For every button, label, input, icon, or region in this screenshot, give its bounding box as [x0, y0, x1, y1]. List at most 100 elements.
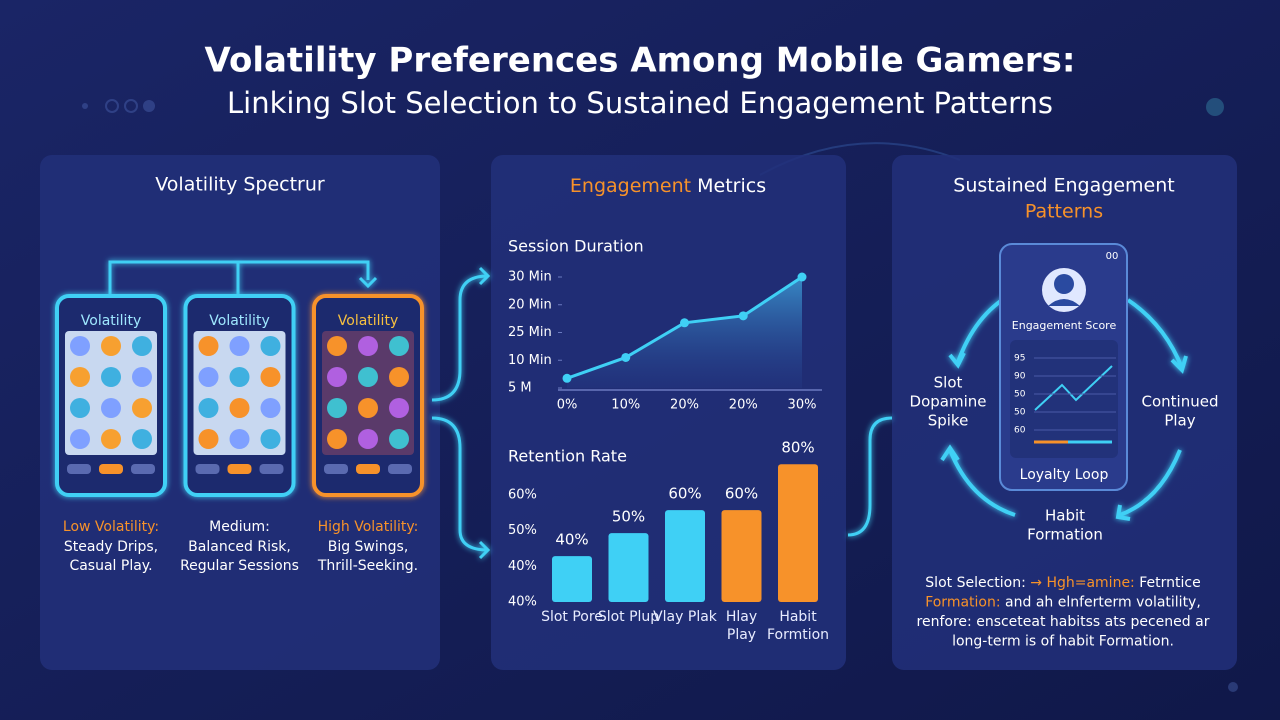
- x-tick-label: 20%: [729, 398, 758, 413]
- slot-icon: [70, 336, 90, 356]
- screen-line: [1034, 365, 1113, 411]
- bar: [721, 510, 762, 602]
- bar: [778, 464, 818, 602]
- summary-line: Formation: and ah elnferterm volatility,: [925, 595, 1201, 611]
- loop-label: Dopamine: [910, 393, 987, 411]
- bar: [608, 533, 649, 602]
- panel-title: Sustained Engagement: [953, 175, 1174, 197]
- slot-icon: [70, 398, 90, 418]
- avatar: [1048, 299, 1080, 306]
- title-rest: Metrics: [691, 175, 766, 197]
- y-tick-label: 30 Min: [508, 270, 552, 285]
- phone-label: Volatility: [209, 313, 269, 329]
- phone-button: [324, 464, 348, 474]
- panel-title-highlight: Patterns: [1025, 201, 1103, 223]
- summary-segment: Formation:: [925, 595, 1000, 611]
- slot-icon: [70, 429, 90, 449]
- phone-button: [131, 464, 155, 474]
- value-label: 80%: [781, 439, 814, 457]
- summary-segment: Slot Selection:: [925, 575, 1030, 591]
- point: [680, 318, 689, 328]
- x-tick-label: Vlay Plak: [653, 609, 717, 625]
- slot-icon: [101, 398, 121, 418]
- point: [621, 352, 631, 362]
- slot-icon: [229, 398, 250, 418]
- x-tick-label: 30%: [788, 398, 817, 413]
- y-label: 50%: [508, 523, 537, 538]
- screen-title: Engagement Score: [1012, 319, 1117, 332]
- screen-number: 90: [1014, 372, 1026, 382]
- slot-icon: [260, 367, 281, 387]
- x-tick-label: Slot Pore: [541, 609, 603, 625]
- point: [562, 373, 572, 383]
- slot-icon: [198, 336, 219, 356]
- slot-icon: [389, 367, 409, 387]
- slot-icon: [358, 367, 378, 387]
- summary-segment: → Hgh=amine:: [1030, 575, 1135, 591]
- value-label: 40%: [555, 531, 588, 549]
- slot-icon: [132, 429, 152, 449]
- summary-line: Slot Selection: → Hgh=amine: Fetrntice: [925, 575, 1200, 591]
- summary-line: long-term is of habit Formation.: [952, 634, 1174, 650]
- phone-button: [99, 464, 123, 474]
- slot-icon: [70, 367, 90, 387]
- x-tick-label: 10%: [611, 398, 640, 413]
- x-tick-label: Hlay Play: [725, 609, 758, 643]
- screen-number: 50: [1014, 408, 1026, 418]
- caption-line: Thrill-Seeking.: [317, 558, 418, 574]
- caption-heading: Medium:: [209, 519, 270, 535]
- slot-icon: [132, 336, 152, 356]
- value-label: 60%: [725, 485, 758, 503]
- chart-title: Session Duration: [508, 237, 644, 256]
- loop-label: Loyalty Loop: [1020, 467, 1109, 483]
- loop-label: Play: [1164, 412, 1195, 430]
- loop-arrows: [940, 293, 1188, 521]
- loop-label: Habit: [1045, 507, 1085, 525]
- y-label: 60%: [508, 488, 537, 503]
- caption-line: Balanced Risk,: [188, 539, 291, 555]
- y-tick-label: 5 M: [508, 381, 532, 396]
- slot-icon: [260, 336, 281, 356]
- phone-label: Volatility: [81, 313, 141, 329]
- x-tick-label: 0%: [557, 398, 578, 413]
- slot-icon: [229, 429, 250, 449]
- summary-segment: Fetrntice: [1135, 575, 1201, 591]
- bar: [665, 510, 705, 602]
- slot-icon: [327, 367, 347, 387]
- point: [797, 272, 807, 282]
- phone-button: [259, 464, 284, 474]
- slot-icon: [101, 367, 121, 387]
- slot-icon: [389, 336, 409, 356]
- screen-chart: [1010, 340, 1118, 458]
- caption-heading: High Volatility:: [318, 519, 419, 535]
- slot-icon: [229, 336, 250, 356]
- slot-icon: [132, 367, 152, 387]
- caption-line: Casual Play.: [69, 558, 152, 574]
- loop-label: Continued: [1142, 393, 1219, 411]
- caption-line: Regular Sessions: [180, 558, 299, 574]
- phone-button: [356, 464, 380, 474]
- slot-icon: [101, 336, 121, 356]
- y-tick-label: 10 Min: [508, 353, 552, 368]
- slot-icon: [358, 398, 378, 418]
- slot-icon: [198, 429, 219, 449]
- caption-line: Big Swings,: [328, 539, 409, 555]
- x-tick-label: 20%: [670, 398, 699, 413]
- slot-icon: [198, 367, 219, 387]
- value-label: 50%: [612, 508, 645, 526]
- subtitle: Linking Slot Selection to Sustained Enga…: [227, 86, 1053, 120]
- slot-icon: [389, 429, 409, 449]
- reel: [65, 331, 157, 455]
- slot-icon: [327, 429, 347, 449]
- slot-icon: [389, 398, 409, 418]
- slot-icon: [358, 336, 378, 356]
- phone-button: [67, 464, 91, 474]
- phone-button: [195, 464, 220, 474]
- slot-icon: [260, 429, 281, 449]
- point: [738, 311, 748, 321]
- y-label: 40%: [508, 595, 537, 610]
- x-tick-label: Slot Plup: [597, 609, 660, 625]
- value-label: 60%: [668, 485, 701, 503]
